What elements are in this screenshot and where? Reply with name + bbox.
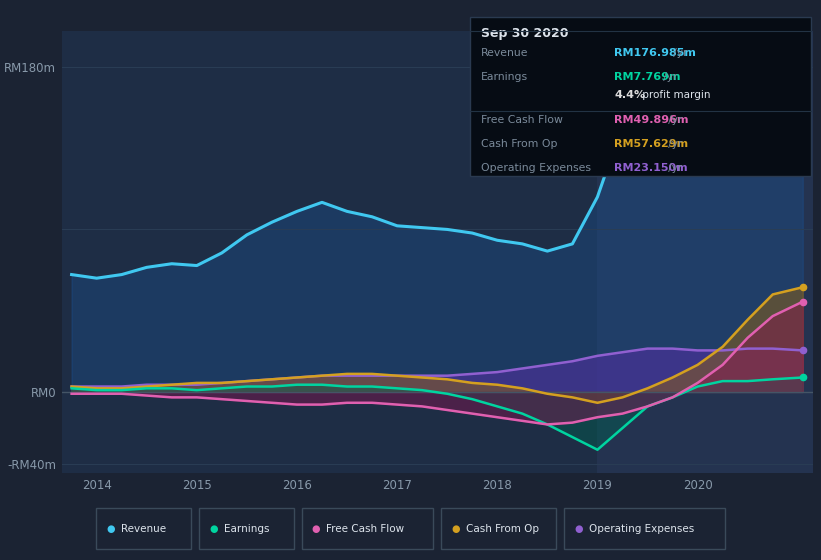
Text: Revenue: Revenue	[481, 48, 529, 58]
Bar	[598, 31, 813, 473]
Text: Cash From Op: Cash From Op	[466, 524, 539, 534]
Text: ●: ●	[209, 524, 218, 534]
Text: ●: ●	[106, 524, 115, 534]
Text: ●: ●	[575, 524, 583, 534]
Text: /yr: /yr	[665, 115, 682, 125]
Text: Operating Expenses: Operating Expenses	[589, 524, 695, 534]
Text: Revenue: Revenue	[121, 524, 166, 534]
Text: /yr: /yr	[665, 139, 682, 150]
Text: Free Cash Flow: Free Cash Flow	[327, 524, 405, 534]
Text: Operating Expenses: Operating Expenses	[481, 164, 591, 174]
Text: RM7.769m: RM7.769m	[614, 72, 681, 82]
Text: Cash From Op: Cash From Op	[481, 139, 557, 150]
Text: 4.4%: 4.4%	[614, 90, 645, 100]
Text: Free Cash Flow: Free Cash Flow	[481, 115, 563, 125]
Text: profit margin: profit margin	[639, 90, 710, 100]
Text: Earnings: Earnings	[223, 524, 269, 534]
Text: ●: ●	[312, 524, 320, 534]
Text: RM23.150m: RM23.150m	[614, 164, 688, 174]
Text: RM57.629m: RM57.629m	[614, 139, 688, 150]
Text: /yr: /yr	[670, 48, 687, 58]
Text: RM176.985m: RM176.985m	[614, 48, 696, 58]
Text: ●: ●	[452, 524, 460, 534]
Text: /yr: /yr	[659, 72, 677, 82]
Text: Sep 30 2020: Sep 30 2020	[481, 27, 569, 40]
Text: /yr: /yr	[665, 164, 682, 174]
Text: RM49.896m: RM49.896m	[614, 115, 689, 125]
Text: Earnings: Earnings	[481, 72, 528, 82]
